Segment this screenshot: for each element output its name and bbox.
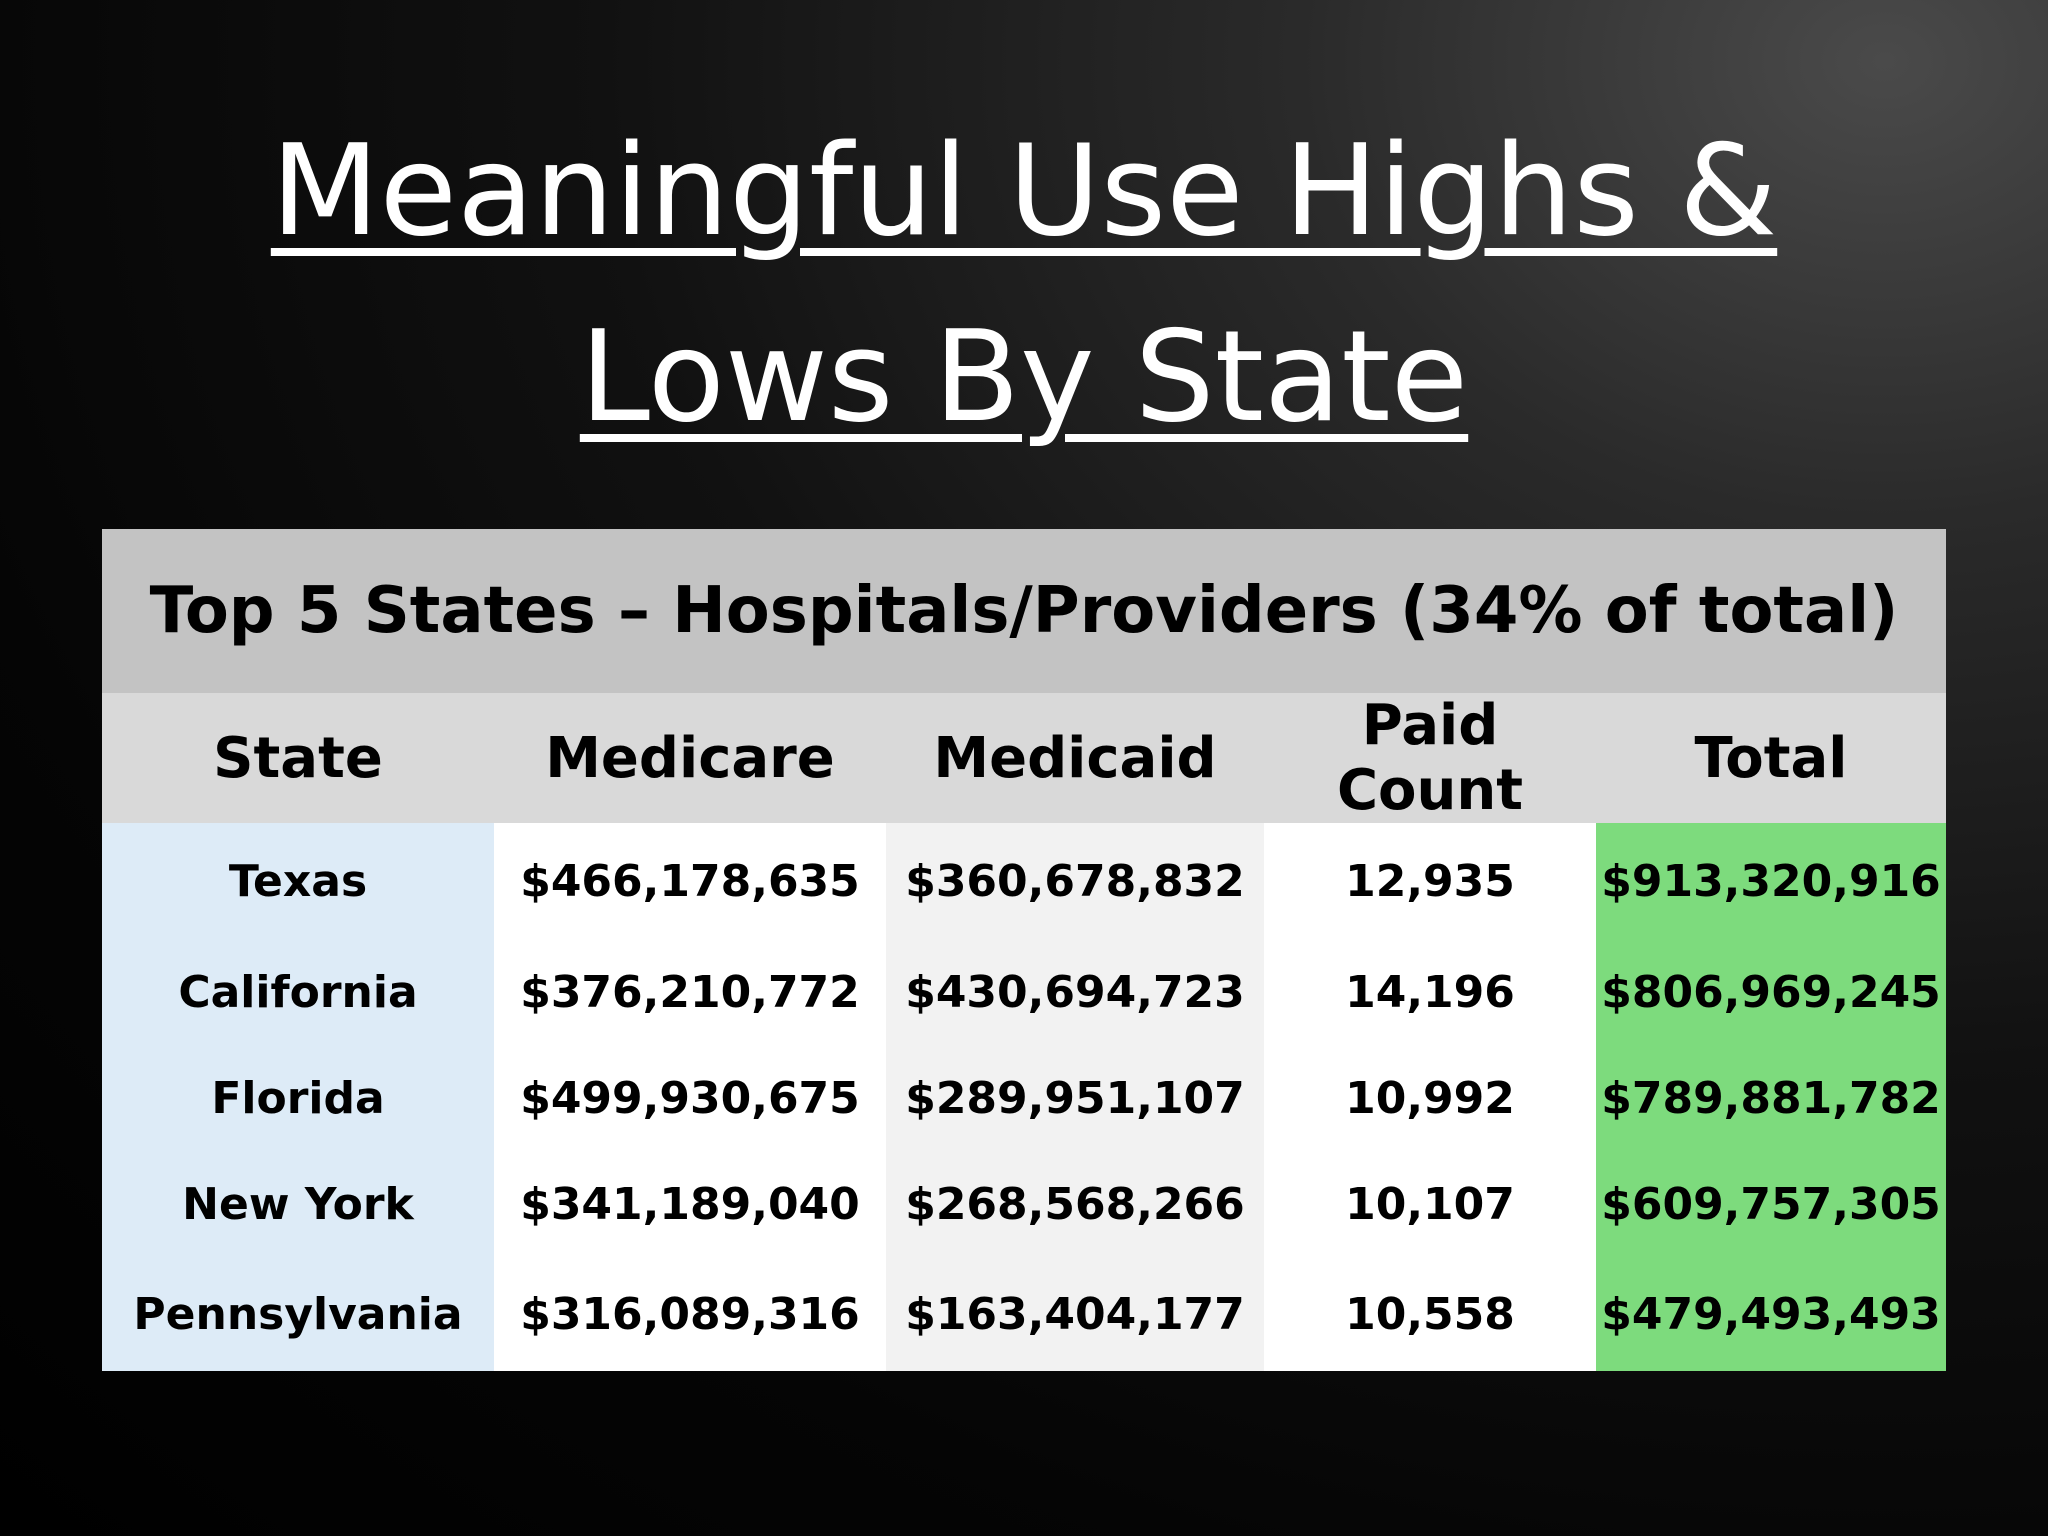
- cell-state: Texas: [102, 823, 494, 939]
- column-header-total: Total: [1596, 693, 1947, 823]
- cell-medicaid: $430,694,723: [886, 939, 1264, 1045]
- column-header-state: State: [102, 693, 494, 823]
- table-row: Texas $466,178,635 $360,678,832 12,935 $…: [102, 823, 1947, 939]
- column-header-paid-count: Paid Count: [1264, 693, 1596, 823]
- table-caption-row: Top 5 States – Hospitals/Providers (34% …: [102, 529, 1947, 693]
- table-caption: Top 5 States – Hospitals/Providers (34% …: [102, 529, 1947, 693]
- column-header-medicare: Medicare: [494, 693, 886, 823]
- cell-total: $789,881,782: [1596, 1045, 1947, 1151]
- cell-total: $913,320,916: [1596, 823, 1947, 939]
- table-row: California $376,210,772 $430,694,723 14,…: [102, 939, 1947, 1045]
- slide-title-line-1: Meaningful Use Highs &: [270, 117, 1778, 264]
- cell-medicare: $466,178,635: [494, 823, 886, 939]
- table-header-row: State Medicare Medicaid Paid Count Total: [102, 693, 1947, 823]
- cell-paid-count: 10,992: [1264, 1045, 1596, 1151]
- cell-medicare: $316,089,316: [494, 1257, 886, 1371]
- cell-total: $479,493,493: [1596, 1257, 1947, 1371]
- cell-total: $806,969,245: [1596, 939, 1947, 1045]
- slide-title: Meaningful Use Highs & Lows By State: [0, 98, 2048, 470]
- cell-paid-count: 12,935: [1264, 823, 1596, 939]
- cell-paid-count: 10,558: [1264, 1257, 1596, 1371]
- cell-medicaid: $268,568,266: [886, 1151, 1264, 1257]
- table-row: New York $341,189,040 $268,568,266 10,10…: [102, 1151, 1947, 1257]
- cell-state: Pennsylvania: [102, 1257, 494, 1371]
- cell-medicare: $341,189,040: [494, 1151, 886, 1257]
- column-header-medicaid: Medicaid: [886, 693, 1264, 823]
- cell-paid-count: 14,196: [1264, 939, 1596, 1045]
- table-row: Pennsylvania $316,089,316 $163,404,177 1…: [102, 1257, 1947, 1371]
- cell-medicaid: $360,678,832: [886, 823, 1264, 939]
- cell-paid-count: 10,107: [1264, 1151, 1596, 1257]
- cell-state: California: [102, 939, 494, 1045]
- table-row: Florida $499,930,675 $289,951,107 10,992…: [102, 1045, 1947, 1151]
- cell-state: New York: [102, 1151, 494, 1257]
- cell-total: $609,757,305: [1596, 1151, 1947, 1257]
- top-states-table: Top 5 States – Hospitals/Providers (34% …: [102, 529, 1947, 1371]
- top-states-table-container: Top 5 States – Hospitals/Providers (34% …: [102, 529, 1947, 1371]
- cell-medicare: $376,210,772: [494, 939, 886, 1045]
- cell-state: Florida: [102, 1045, 494, 1151]
- slide-title-line-2: Lows By State: [579, 303, 1469, 450]
- cell-medicare: $499,930,675: [494, 1045, 886, 1151]
- cell-medicaid: $163,404,177: [886, 1257, 1264, 1371]
- cell-medicaid: $289,951,107: [886, 1045, 1264, 1151]
